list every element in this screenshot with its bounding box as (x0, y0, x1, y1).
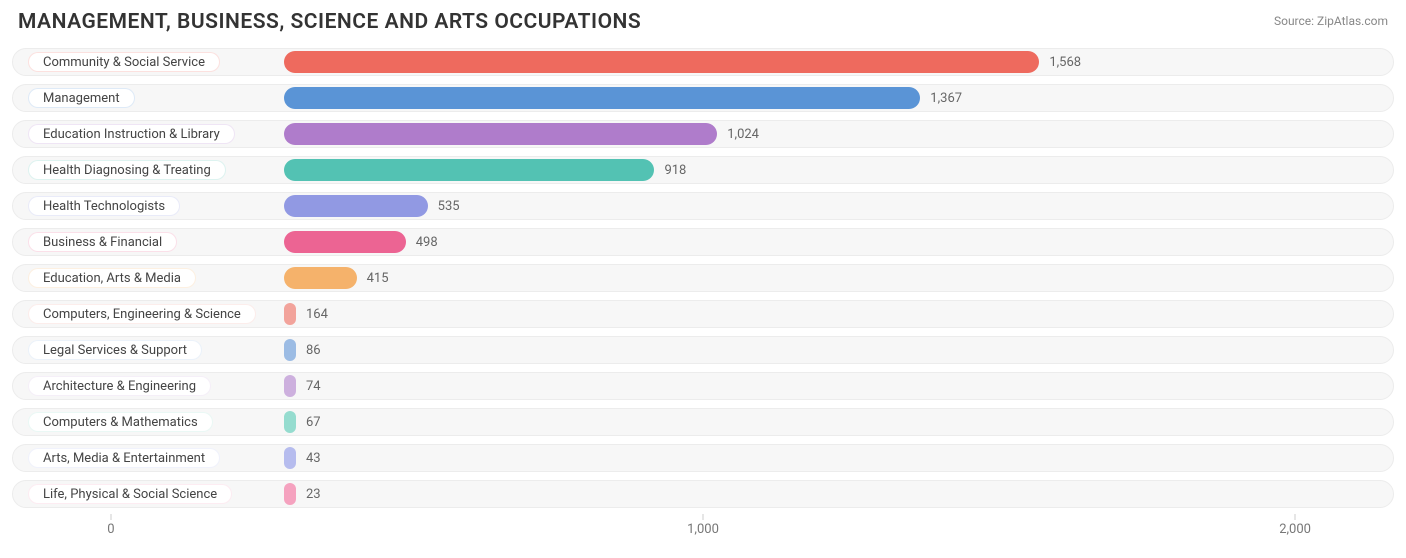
x-axis: 0 1,000 2,000 (12, 516, 1394, 540)
tick-mark (703, 514, 704, 520)
tick-label: 1,000 (687, 522, 719, 537)
category-label: Computers, Engineering & Science (28, 304, 256, 324)
bar-row: Management 1,367 (12, 84, 1394, 112)
bar-track (12, 372, 1394, 400)
bar-row: Arts, Media & Entertainment 43 (12, 444, 1394, 472)
category-label: Computers & Mathematics (28, 412, 213, 432)
value-label: 67 (306, 408, 321, 436)
bar (284, 303, 296, 325)
bar-row: Architecture & Engineering 74 (12, 372, 1394, 400)
bar (284, 195, 428, 217)
bar (284, 339, 296, 361)
bar-track (12, 228, 1394, 256)
bar (284, 159, 654, 181)
value-label: 1,024 (727, 120, 759, 148)
category-label: Business & Financial (28, 232, 177, 252)
value-label: 74 (306, 372, 321, 400)
category-label: Architecture & Engineering (28, 376, 211, 396)
bar (284, 123, 717, 145)
bar-row: Health Diagnosing & Treating 918 (12, 156, 1394, 184)
category-label: Health Technologists (28, 196, 180, 216)
value-label: 164 (306, 300, 328, 328)
value-label: 415 (367, 264, 389, 292)
category-label: Health Diagnosing & Treating (28, 160, 226, 180)
bar-track (12, 264, 1394, 292)
value-label: 23 (306, 480, 321, 508)
category-label: Education Instruction & Library (28, 124, 235, 144)
tick-label: 2,000 (1279, 522, 1311, 537)
tick-mark (1295, 514, 1296, 520)
bar-row: Education Instruction & Library 1,024 (12, 120, 1394, 148)
bar-row: Computers, Engineering & Science 164 (12, 300, 1394, 328)
bar-row: Community & Social Service 1,568 (12, 48, 1394, 76)
tick-mark (110, 514, 111, 520)
tick-label: 0 (107, 522, 114, 537)
category-label: Community & Social Service (28, 52, 220, 72)
value-label: 535 (438, 192, 460, 220)
value-label: 86 (306, 336, 321, 364)
chart-source: Source: ZipAtlas.com (1274, 14, 1388, 28)
chart-area: Community & Social Service 1,568 Managemen… (12, 48, 1394, 508)
bar-row: Life, Physical & Social Science 23 (12, 480, 1394, 508)
bar-track (12, 408, 1394, 436)
category-label: Legal Services & Support (28, 340, 202, 360)
value-label: 918 (664, 156, 686, 184)
bar (284, 87, 920, 109)
bar (284, 51, 1039, 73)
bar-track (12, 336, 1394, 364)
category-label: Management (28, 88, 135, 108)
bar-row: Health Technologists 535 (12, 192, 1394, 220)
value-label: 1,568 (1049, 48, 1081, 76)
bar (284, 375, 296, 397)
category-label: Life, Physical & Social Science (28, 484, 232, 504)
value-label: 43 (306, 444, 321, 472)
category-label: Arts, Media & Entertainment (28, 448, 220, 468)
category-label: Education, Arts & Media (28, 268, 196, 288)
bar-row: Business & Financial 498 (12, 228, 1394, 256)
bar-track (12, 192, 1394, 220)
bar (284, 267, 357, 289)
chart-title: MANAGEMENT, BUSINESS, SCIENCE AND ARTS O… (18, 10, 641, 34)
chart-header: MANAGEMENT, BUSINESS, SCIENCE AND ARTS O… (0, 0, 1406, 40)
bar-row: Education, Arts & Media 415 (12, 264, 1394, 292)
bar (284, 231, 406, 253)
bar-row: Computers & Mathematics 67 (12, 408, 1394, 436)
bar (284, 411, 296, 433)
value-label: 498 (416, 228, 438, 256)
value-label: 1,367 (930, 84, 962, 112)
bar (284, 447, 296, 469)
bar-row: Legal Services & Support 86 (12, 336, 1394, 364)
bar (284, 483, 296, 505)
